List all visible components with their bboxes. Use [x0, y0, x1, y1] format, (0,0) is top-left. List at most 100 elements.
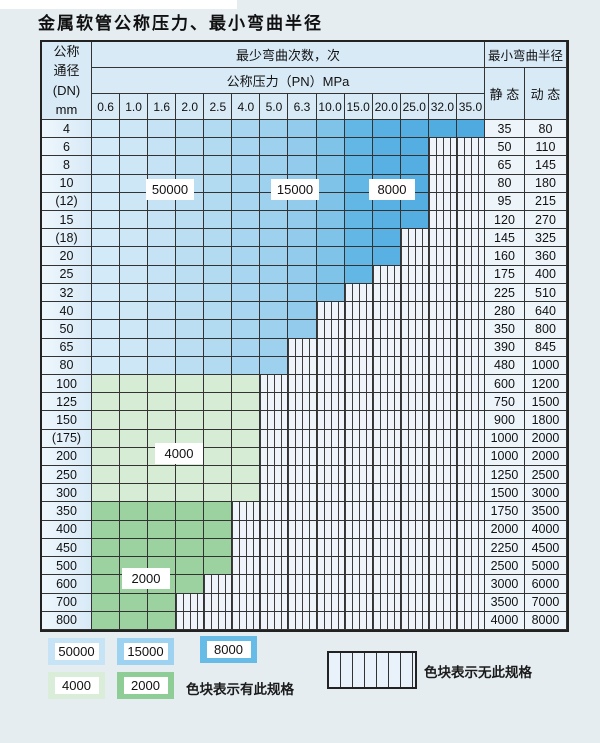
dn-cell: 32 — [42, 283, 92, 303]
spec-cell — [288, 320, 317, 339]
no-spec-cell — [260, 593, 289, 612]
spec-cell — [92, 265, 121, 284]
dynamic-radius-cell: 3000 — [524, 484, 567, 503]
no-spec-cell — [232, 611, 261, 630]
spec-cell — [232, 411, 261, 430]
legend-swatch-8000: 8000 — [200, 636, 257, 663]
dynamic-radius-cell: 215 — [524, 192, 567, 212]
spec-cell — [148, 120, 177, 139]
no-spec-cell — [428, 229, 457, 248]
spec-cell — [148, 302, 177, 321]
spec-cell — [260, 120, 289, 139]
spec-cell — [204, 484, 233, 503]
spec-cell — [176, 211, 205, 230]
spec-cell — [316, 247, 345, 266]
spec-cell — [232, 120, 261, 139]
spec-cell — [176, 484, 205, 503]
header-bend-cycles: 最少弯曲次数，次 — [92, 42, 485, 68]
static-radius-cell: 390 — [484, 338, 525, 357]
no-spec-cell — [428, 393, 457, 412]
spec-cell — [204, 283, 233, 303]
no-spec-cell — [372, 411, 401, 430]
no-spec-cell — [456, 320, 485, 339]
pressure-col-header: 35.0 — [456, 94, 485, 120]
spec-cell — [92, 411, 121, 430]
no-spec-cell — [316, 502, 345, 521]
spec-cell — [92, 520, 121, 539]
dynamic-radius-cell: 80 — [524, 120, 567, 139]
no-spec-cell — [260, 466, 289, 485]
pressure-col-header: 1.0 — [120, 94, 149, 120]
spec-cell — [316, 156, 345, 175]
spec-cell — [260, 247, 289, 266]
dynamic-radius-cell: 7000 — [524, 593, 567, 612]
no-spec-cell — [428, 502, 457, 521]
spec-cell — [204, 356, 233, 375]
no-spec-cell — [400, 283, 429, 303]
spec-cell — [176, 138, 205, 157]
legend-swatch-2000: 2000 — [117, 672, 174, 699]
spec-cell — [92, 174, 121, 193]
spec-cell — [316, 174, 345, 193]
spec-cell — [148, 593, 177, 612]
static-radius-cell: 145 — [484, 229, 525, 248]
dynamic-radius-cell: 2500 — [524, 466, 567, 485]
no-spec-cell — [344, 557, 373, 576]
spec-cell — [120, 138, 149, 157]
no-spec-cell — [428, 557, 457, 576]
pressure-col-header: 15.0 — [344, 94, 373, 120]
spec-cell — [92, 211, 121, 230]
no-spec-cell — [428, 374, 457, 394]
spec-cell — [372, 120, 401, 139]
spec-cell — [232, 429, 261, 448]
dynamic-radius-cell: 800 — [524, 320, 567, 339]
no-spec-cell — [372, 538, 401, 558]
spec-cell — [92, 374, 121, 394]
no-spec-cell — [428, 466, 457, 485]
spec-cell — [204, 265, 233, 284]
spec-cell — [232, 138, 261, 157]
spec-cell — [92, 538, 121, 558]
no-spec-cell — [372, 374, 401, 394]
dynamic-radius-cell: 3500 — [524, 502, 567, 521]
header-static: 静 态 — [484, 68, 525, 120]
spec-cell — [176, 393, 205, 412]
dn-cell: 100 — [42, 374, 92, 394]
zone-label-8000: 8000 — [369, 179, 415, 200]
no-spec-cell — [288, 502, 317, 521]
spec-cell — [204, 520, 233, 539]
spec-cell — [232, 283, 261, 303]
no-spec-cell — [428, 320, 457, 339]
static-radius-cell: 2000 — [484, 520, 525, 539]
spec-cell — [344, 211, 373, 230]
pressure-col-header: 4.0 — [232, 94, 261, 120]
header-nominal-pressure: 公称压力（PN）MPa — [92, 68, 485, 94]
no-spec-cell — [372, 484, 401, 503]
no-spec-cell — [456, 247, 485, 266]
header-dn-line: (DN) — [52, 82, 81, 98]
spec-cell — [92, 393, 121, 412]
no-spec-cell — [428, 484, 457, 503]
spec-cell — [120, 229, 149, 248]
no-spec-cell — [288, 593, 317, 612]
spec-cell — [456, 120, 485, 139]
spec-cell — [260, 302, 289, 321]
spec-cell — [92, 138, 121, 157]
no-spec-cell — [428, 247, 457, 266]
spec-cell — [148, 283, 177, 303]
spec-cell — [176, 247, 205, 266]
spec-cell — [148, 320, 177, 339]
spec-cell — [232, 356, 261, 375]
no-spec-cell — [232, 520, 261, 539]
no-spec-cell — [372, 575, 401, 594]
static-radius-cell: 600 — [484, 374, 525, 394]
spec-cell — [232, 156, 261, 175]
spec-cell — [120, 374, 149, 394]
spec-cell — [288, 138, 317, 157]
dn-cell: 500 — [42, 557, 92, 576]
dn-cell: 800 — [42, 611, 92, 630]
no-spec-cell — [456, 393, 485, 412]
spec-cell — [148, 356, 177, 375]
spec-cell — [148, 211, 177, 230]
no-spec-cell — [316, 429, 345, 448]
